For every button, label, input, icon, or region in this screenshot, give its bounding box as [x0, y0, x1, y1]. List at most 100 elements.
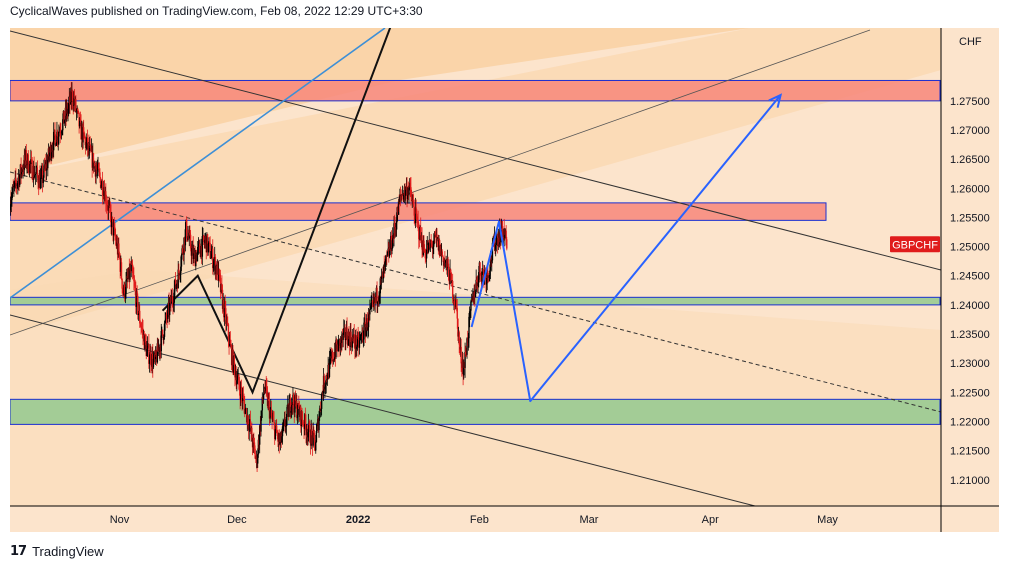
candle-body — [71, 92, 74, 102]
candle-body — [210, 257, 212, 259]
candle-body — [59, 130, 61, 133]
candle-body — [85, 141, 87, 149]
candle-body — [178, 269, 180, 274]
candle-body — [297, 403, 299, 415]
candle-body — [494, 233, 496, 250]
price-axis[interactable]: 1.27500 1.27000 1.26500 1.26000 1.25500 1.250… — [950, 96, 990, 487]
candle-body — [99, 172, 101, 178]
trend-line-lower[interactable] — [10, 314, 756, 506]
candle-body — [75, 99, 77, 111]
trend-line-dashed[interactable] — [10, 171, 941, 413]
candle-body — [236, 380, 238, 385]
candle-body — [118, 243, 120, 254]
candle-body — [480, 274, 482, 275]
candle-body — [268, 399, 270, 402]
y-tick-label: 1.25000 — [950, 242, 990, 254]
candle-body — [395, 221, 398, 230]
resistance-zone[interactable] — [10, 79, 941, 102]
candle-body — [179, 273, 181, 276]
candle-body — [127, 277, 129, 280]
tradingview-footer[interactable]: 17 TradingView — [10, 541, 104, 561]
candle-body — [157, 343, 159, 352]
candle-body — [504, 234, 506, 239]
trend-line-upper[interactable] — [10, 30, 941, 271]
candle-body — [325, 375, 327, 385]
candle-body — [251, 427, 253, 441]
candle-body — [388, 247, 391, 257]
trend-line-blue[interactable] — [10, 28, 386, 299]
candle-body — [210, 254, 213, 258]
candle-body — [263, 388, 265, 394]
candle-body — [60, 132, 63, 134]
x-tick-label: Dec — [227, 514, 247, 526]
candle-body — [238, 374, 240, 385]
currency-label: CHF — [959, 36, 982, 48]
candle-body — [148, 344, 150, 364]
candle-body — [266, 391, 269, 407]
candle-body — [355, 335, 357, 350]
candle-body — [391, 247, 393, 251]
candle-body — [148, 359, 151, 364]
candle-body — [328, 358, 331, 377]
candle-body — [501, 220, 503, 231]
y-tick-label: 1.26000 — [950, 183, 990, 195]
candle-body — [285, 416, 288, 427]
candle-body — [363, 322, 365, 340]
candle-body — [316, 424, 318, 432]
candle-body — [371, 301, 374, 303]
candle-body — [326, 378, 329, 380]
candle-body — [321, 392, 323, 395]
candle-body — [455, 299, 458, 308]
candle-body — [318, 417, 320, 431]
candle-body — [185, 220, 188, 239]
candle-body — [180, 255, 183, 267]
candle-body — [196, 252, 198, 262]
candle-body — [376, 287, 378, 304]
candle-body — [98, 169, 101, 173]
candle-body — [89, 145, 91, 146]
candle-body — [265, 382, 267, 388]
y-tick-label: 1.21000 — [950, 475, 990, 487]
candle-body — [362, 339, 365, 341]
candle-body — [10, 200, 13, 205]
candle-body — [482, 268, 485, 272]
candle-body — [152, 358, 155, 368]
candle-body — [212, 248, 214, 269]
candle-body — [431, 244, 434, 249]
zigzag-pattern-line[interactable] — [161, 19, 394, 395]
candle-body — [458, 332, 460, 345]
candle-body — [485, 279, 488, 285]
candle-body — [430, 242, 432, 244]
candle-body — [267, 399, 269, 407]
candle-body — [456, 307, 458, 319]
projection-path-line[interactable] — [470, 94, 782, 403]
trend-line-rising[interactable] — [10, 29, 871, 336]
time-axis[interactable]: Nov Dec 2022 Feb Mar Apr May — [110, 514, 839, 526]
time-axis-background — [10, 506, 941, 532]
candle-body — [191, 248, 193, 256]
candle-body — [202, 235, 205, 242]
candle-body — [37, 175, 39, 184]
price-chart[interactable]: 1.27500 1.27000 1.26500 1.26000 1.25500 1.250… — [0, 0, 1009, 540]
candle-body — [164, 319, 166, 324]
candle-body — [199, 243, 201, 253]
candle-body — [421, 235, 423, 250]
candle-body — [268, 401, 271, 419]
candle-body — [180, 266, 182, 274]
candle-body — [278, 434, 280, 444]
candle-body — [320, 408, 322, 412]
y-tick-label: 1.22000 — [950, 416, 990, 428]
candle-body — [305, 424, 307, 436]
candle-body — [262, 393, 265, 400]
candle-body — [378, 297, 380, 302]
candle-body — [207, 243, 209, 252]
candle-body — [443, 260, 445, 266]
candle-body — [468, 316, 470, 339]
candle-body — [301, 411, 303, 420]
candle-body — [62, 119, 64, 131]
candle-body — [377, 301, 379, 304]
candle-body — [15, 177, 17, 184]
candle-body — [26, 164, 28, 166]
support-zone[interactable] — [10, 398, 941, 425]
candle-body — [219, 274, 221, 278]
